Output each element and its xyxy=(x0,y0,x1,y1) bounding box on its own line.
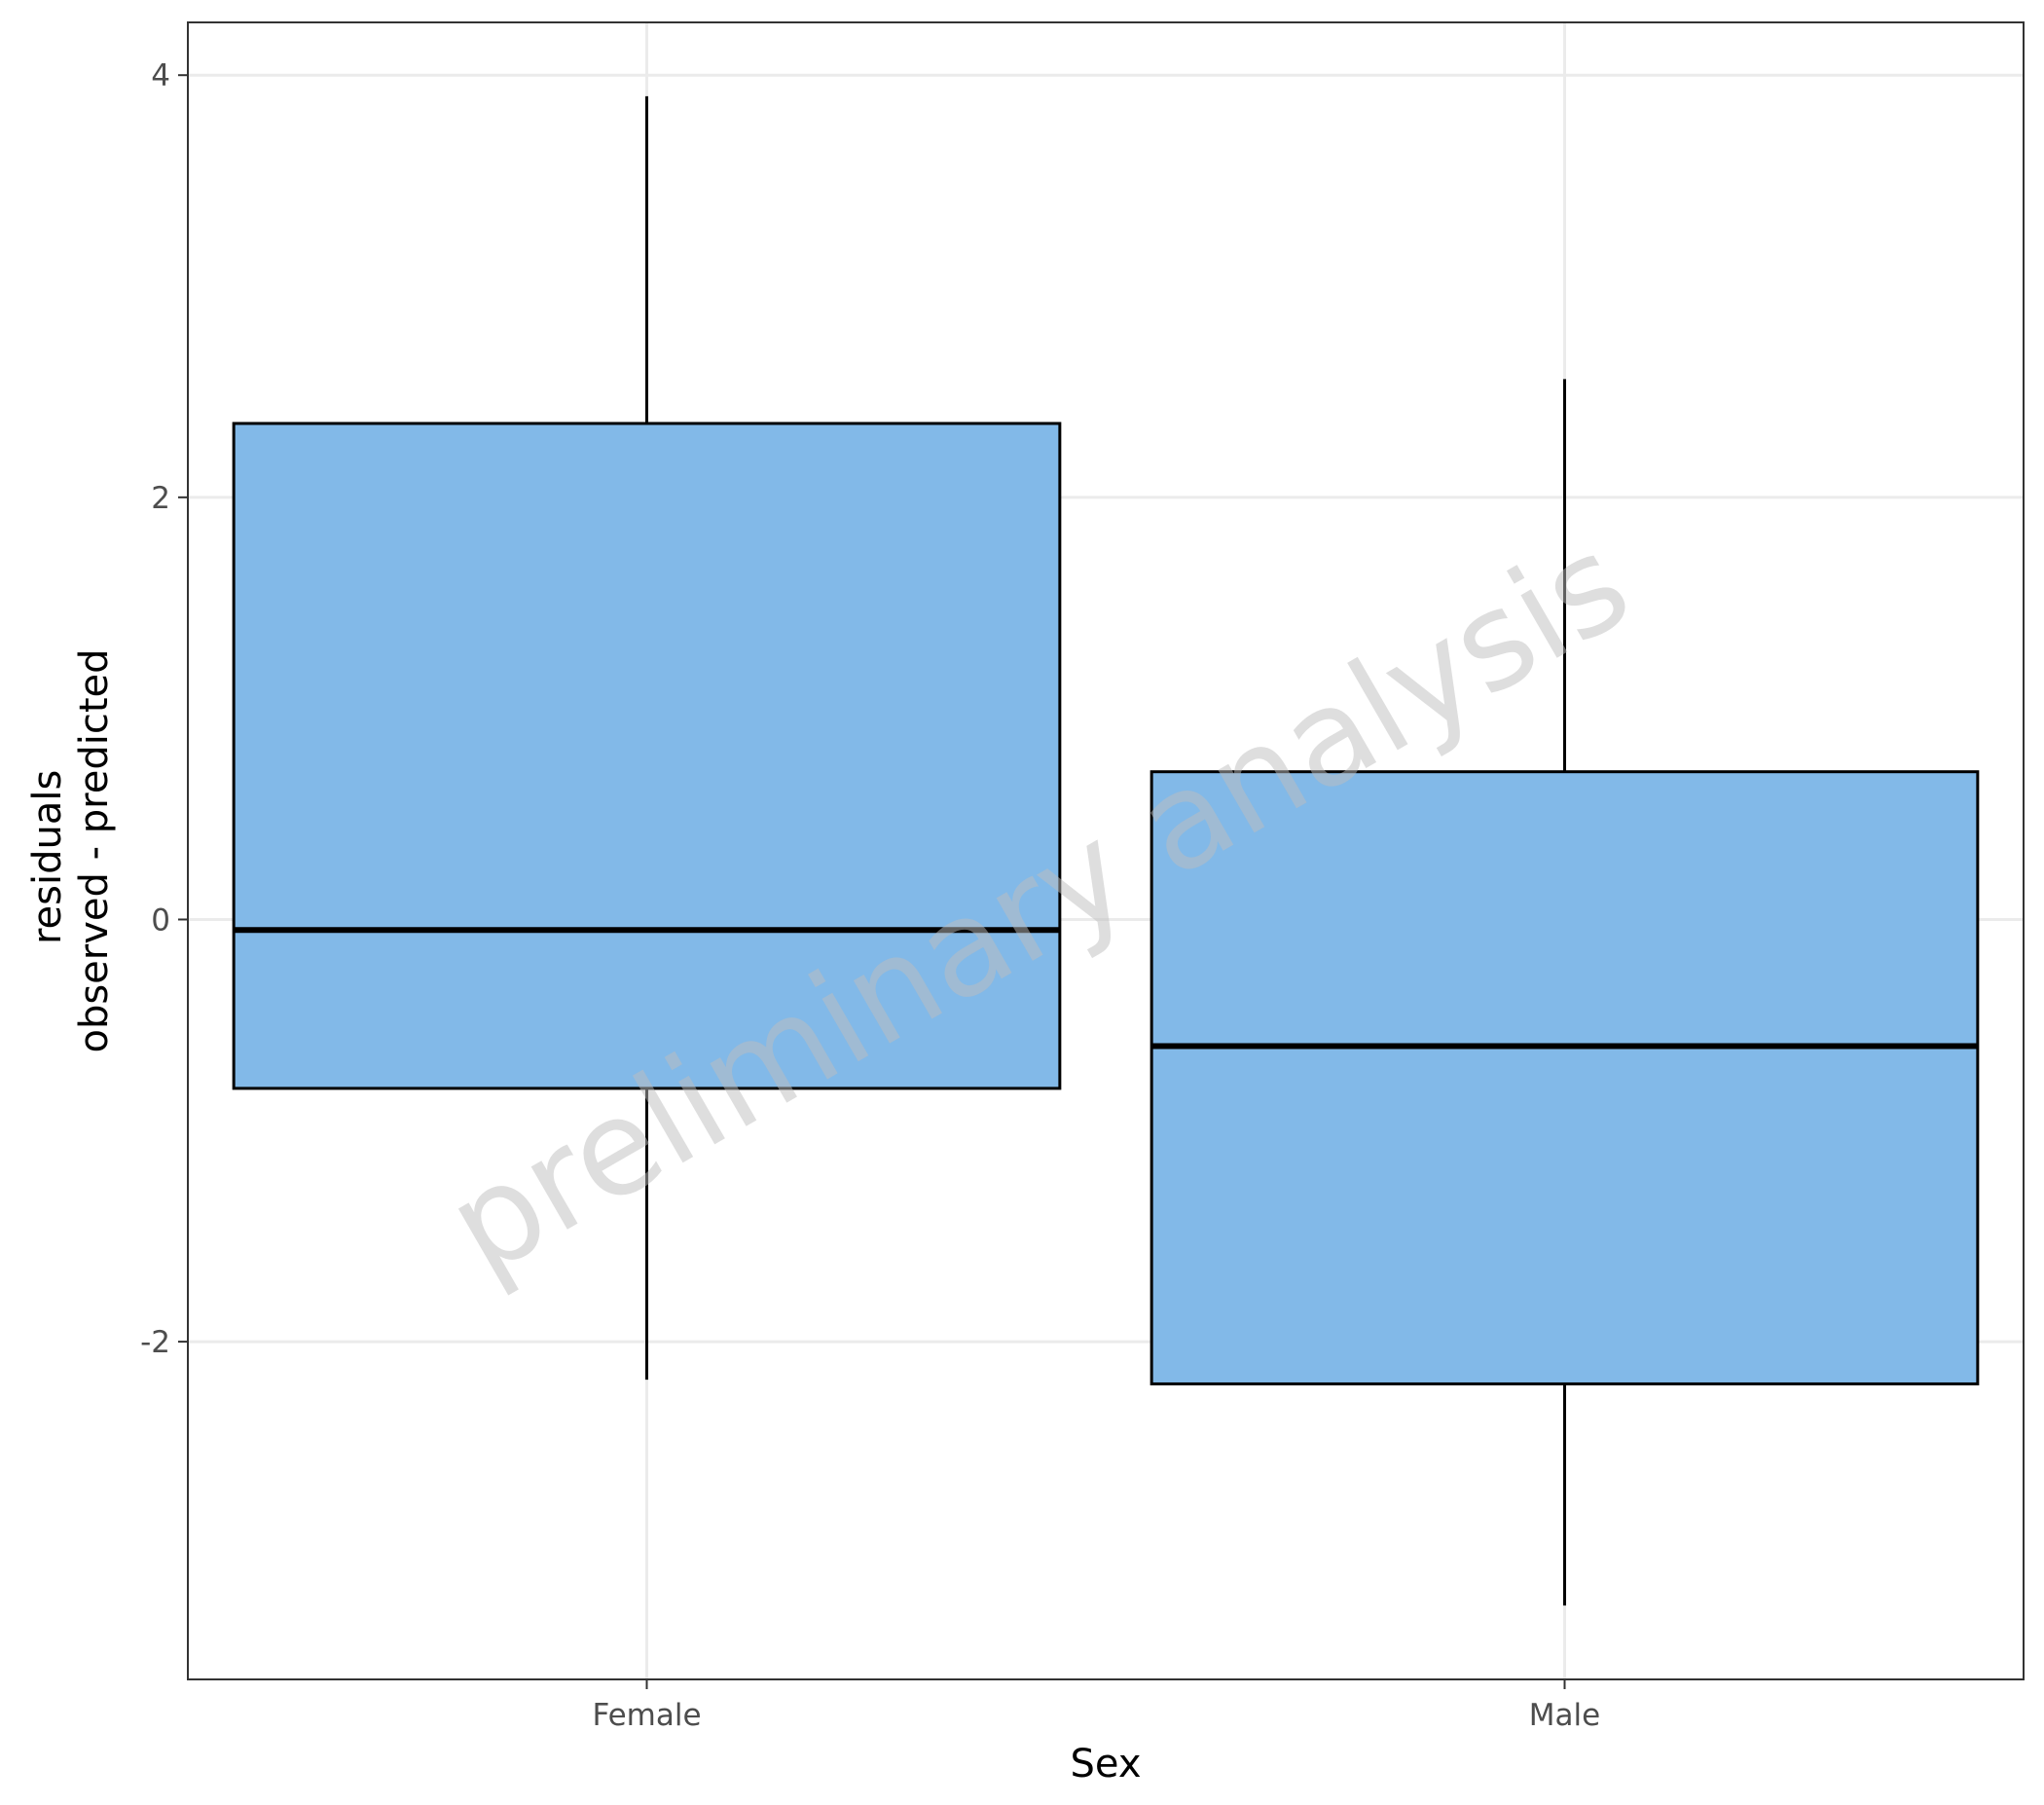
y-axis-title-line-2: observed - predicted xyxy=(72,648,117,1052)
x-tick-label: Female xyxy=(592,1698,701,1733)
y-tick-label: 4 xyxy=(151,58,170,93)
y-axis-title: residuals observed - predicted xyxy=(25,648,117,1052)
x-tick-label: Male xyxy=(1529,1698,1600,1733)
axes: -2 0 2 4 Female Male xyxy=(140,58,1600,1733)
box-male xyxy=(1150,770,1980,1385)
x-axis-title: Sex xyxy=(1071,1742,1142,1787)
y-tick-label: -2 xyxy=(140,1325,170,1360)
y-tick-label: 0 xyxy=(151,902,170,938)
panel-border xyxy=(187,21,2025,1680)
boxes xyxy=(232,95,1980,1606)
box-female xyxy=(232,422,1062,1090)
y-axis-title-line-1: residuals xyxy=(25,770,70,944)
y-tick-label: 2 xyxy=(151,481,170,516)
